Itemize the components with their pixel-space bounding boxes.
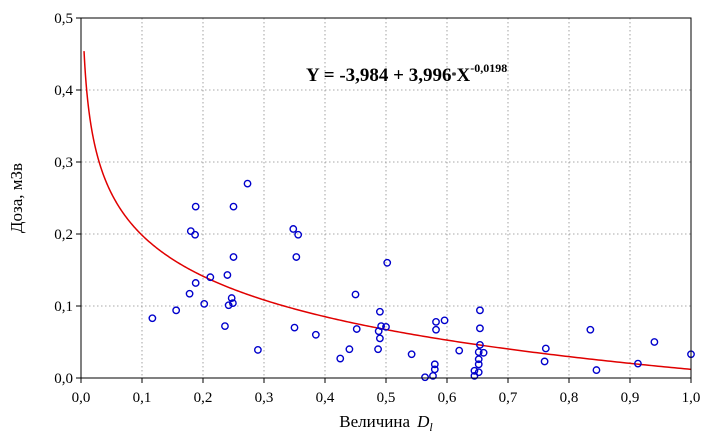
- data-point: [352, 325, 361, 333]
- data-point: [476, 340, 484, 349]
- x-tick-label: 0,4: [316, 390, 335, 406]
- data-point: [432, 325, 440, 334]
- data-point: [172, 306, 181, 315]
- x-axis-label-text: Величина: [339, 412, 410, 431]
- data-point: [430, 360, 439, 369]
- data-point: [229, 202, 238, 211]
- data-point: [221, 322, 229, 331]
- data-point: [432, 317, 440, 326]
- data-point: [223, 271, 232, 279]
- data-point: [375, 334, 384, 343]
- data-point: [294, 230, 303, 239]
- equation-exponent: -0,0198: [470, 61, 507, 75]
- data-point: [243, 179, 252, 188]
- y-tick-labels: 0,0 0,1 0,2 0,3 0,4 0,5: [54, 11, 73, 387]
- data-point: [407, 350, 416, 359]
- x-tick-label: 0,8: [560, 390, 579, 406]
- y-tick-label: 0,4: [54, 83, 73, 99]
- equation-main: Y = -3,984 + 3,996: [306, 65, 452, 86]
- data-point: [476, 306, 484, 315]
- data-point: [474, 355, 483, 364]
- x-tick-label: 0,6: [438, 390, 457, 406]
- data-point: [383, 258, 392, 267]
- data-point: [540, 357, 549, 366]
- x-tick-label: 0,3: [255, 390, 274, 406]
- x-tick-label: 0,1: [133, 390, 152, 406]
- data-point: [228, 299, 237, 308]
- x-tick-label: 1,0: [682, 390, 701, 406]
- data-point: [374, 345, 382, 354]
- data-point: [191, 279, 200, 287]
- data-point: [382, 322, 390, 331]
- x-axis-label-symbol: D: [416, 412, 430, 431]
- data-point: [311, 330, 320, 339]
- data-point: [634, 359, 642, 368]
- data-point: [253, 346, 262, 354]
- scatter-points: [148, 179, 695, 382]
- data-point: [345, 345, 354, 354]
- data-point: [470, 366, 479, 375]
- equation-label: Y = -3,984 + 3,996*X-0,0198: [306, 61, 507, 86]
- data-point: [479, 348, 488, 357]
- data-point: [476, 324, 484, 333]
- data-point: [421, 373, 429, 382]
- x-axis-label-subscript: l: [429, 420, 433, 434]
- y-tick-label: 0,1: [54, 299, 73, 315]
- data-point: [474, 348, 483, 356]
- data-point: [289, 225, 298, 233]
- x-tick-label: 0,0: [72, 390, 91, 406]
- data-point: [474, 360, 483, 369]
- fit-curve-layer: [83, 51, 691, 371]
- y-tick-label: 0,2: [54, 227, 73, 243]
- data-point: [541, 344, 550, 353]
- data-point: [586, 325, 595, 334]
- data-point: [191, 202, 200, 211]
- y-tick-label: 0,5: [54, 11, 73, 27]
- data-point: [455, 346, 464, 355]
- data-point: [206, 273, 215, 282]
- data-point: [191, 230, 199, 239]
- x-axis-label: Величина Dl: [339, 412, 433, 434]
- data-point: [292, 253, 301, 261]
- data-point: [351, 290, 360, 299]
- data-point: [227, 294, 236, 302]
- data-point: [430, 365, 439, 374]
- y-axis-label: Доза, мЗв: [7, 163, 26, 233]
- y-tick-label: 0,0: [54, 371, 73, 387]
- data-point: [185, 289, 194, 298]
- data-point: [200, 299, 209, 308]
- fit-curve: [83, 51, 691, 371]
- y-tick-label: 0,3: [54, 155, 73, 171]
- data-point: [440, 316, 449, 325]
- x-tick-label: 0,5: [377, 390, 396, 406]
- x-tick-label: 0,2: [194, 390, 213, 406]
- axis-ticks: [76, 17, 692, 383]
- data-point: [148, 314, 157, 323]
- data-point: [474, 368, 483, 377]
- data-point: [592, 366, 601, 374]
- x-tick-labels: 0,0 0,1 0,2 0,3 0,4 0,5 0,6 0,7 0,8 0,9 1,0: [72, 390, 701, 406]
- x-tick-label: 0,7: [499, 390, 518, 406]
- data-point: [229, 253, 238, 261]
- data-point: [224, 301, 233, 310]
- data-point: [377, 322, 386, 331]
- equation-dot: *: [452, 71, 457, 82]
- data-point: [290, 323, 299, 332]
- data-point: [186, 227, 195, 236]
- data-point: [375, 307, 384, 316]
- grid-lines: [81, 18, 691, 378]
- data-point: [650, 338, 659, 346]
- x-tick-label: 0,9: [621, 390, 640, 406]
- data-point: [336, 354, 345, 363]
- equation-var: X: [457, 65, 471, 86]
